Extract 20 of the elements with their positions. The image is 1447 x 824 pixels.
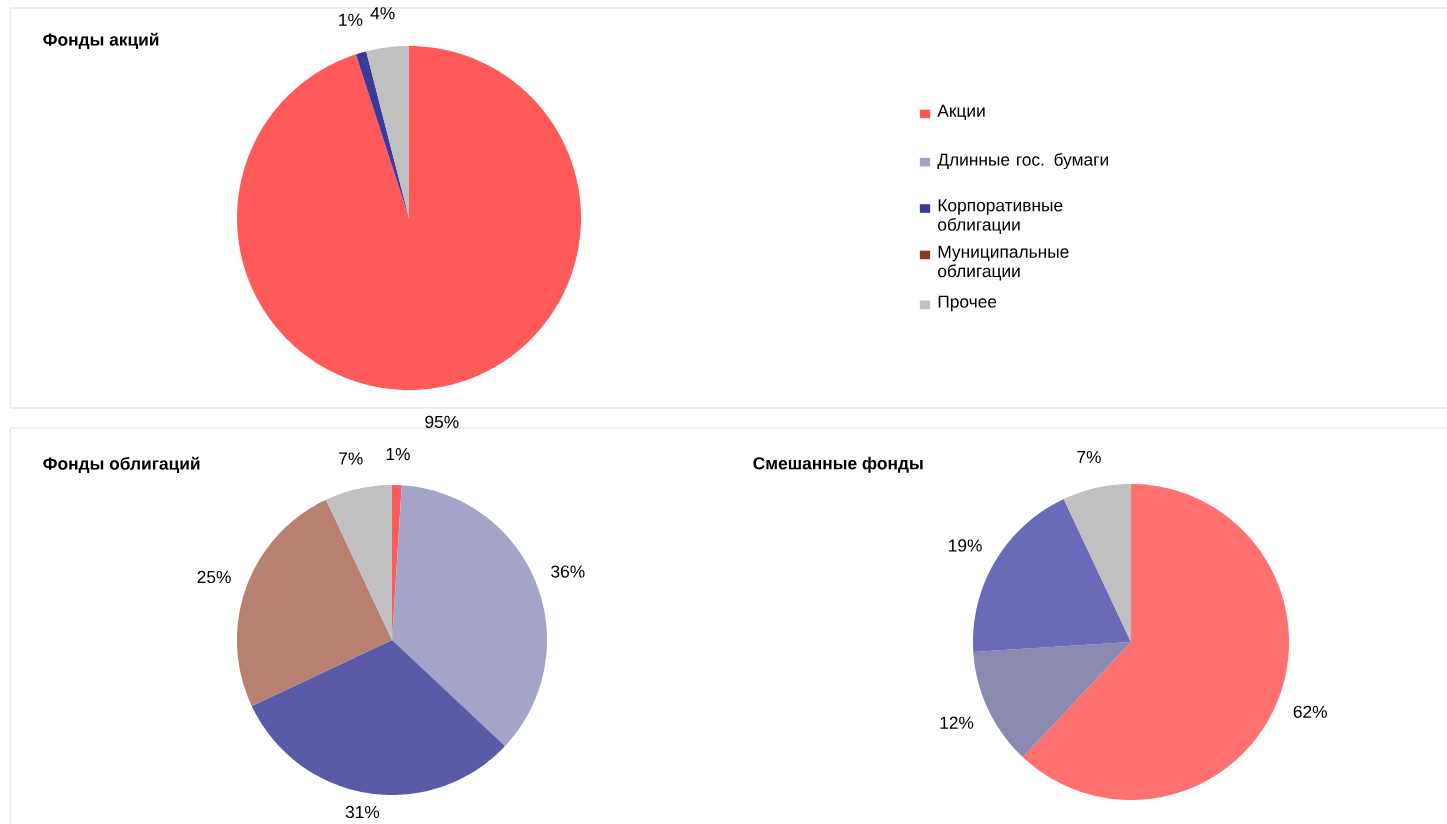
data-label: 4% xyxy=(370,7,395,20)
chart-title: Смешанные фонды xyxy=(753,456,923,473)
data-label: 12% xyxy=(940,716,974,729)
text: Фонды акций xyxy=(43,32,159,50)
data-label: 19% xyxy=(949,539,982,552)
data-label: 95% xyxy=(425,415,459,428)
data-label: 36% xyxy=(551,565,585,578)
chart-title: Фонды облигаций xyxy=(43,456,200,474)
legend-label: Акции xyxy=(937,104,985,121)
data-label: 1% xyxy=(386,448,410,461)
legend-label: Корпоративные облигации xyxy=(938,199,1063,235)
data-label: 62% xyxy=(1293,705,1327,718)
data-label: 1% xyxy=(339,13,363,26)
data-label: 7% xyxy=(1077,450,1101,464)
data-label: 25% xyxy=(197,570,231,584)
legend-label: Длинные гос. бумаги xyxy=(937,152,1108,170)
data-label: 7% xyxy=(339,452,363,465)
legend-label: Муниципальные облигации xyxy=(938,245,1069,281)
legend-label: Прочее xyxy=(938,295,997,312)
data-label: 31% xyxy=(345,805,380,819)
